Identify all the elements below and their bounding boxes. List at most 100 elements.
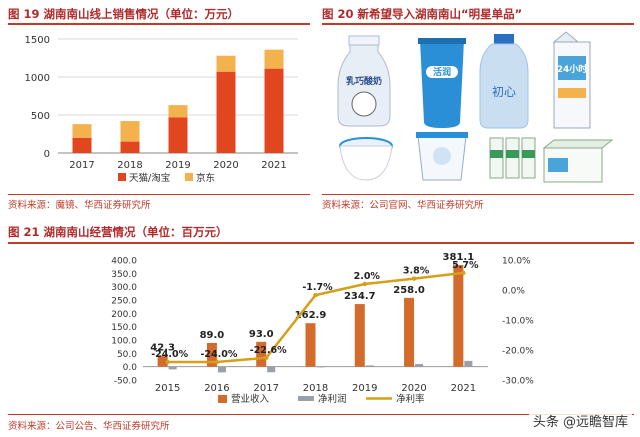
bottle-cap	[348, 35, 380, 46]
x-tick-label: 2020	[213, 160, 238, 171]
margin-label: 3.8%	[403, 266, 430, 277]
figure-19-bottom-rule	[8, 194, 310, 195]
right-tick-label: -20.0%	[502, 347, 534, 357]
online-sales-chart: 0 500 1000 1500 2017 2018 2019 2020 2021 天猫/淘宝 京东	[25, 35, 298, 184]
y-tick-label: 1000	[25, 73, 50, 84]
yogurt-bottle-cartoon-icon: 乳巧酸奶	[337, 35, 391, 127]
right-tick-label: 0.0%	[502, 287, 525, 297]
x-tick-label: 2018	[303, 383, 328, 394]
x-tick-label: 2017	[69, 160, 94, 171]
legend-swatch-net-profit	[298, 396, 314, 401]
bowl-yogurt-icon	[339, 137, 393, 181]
figure-19-source: 资料来源：魔镜、华西证券研究所	[8, 200, 151, 211]
margin-point	[214, 359, 220, 365]
product-gallery: 乳巧酸奶 活润初心 24小时	[322, 26, 634, 192]
margin-point	[264, 355, 269, 360]
product-label: 24小时	[557, 63, 588, 75]
bar-revenue	[404, 297, 415, 367]
legend-label: 营业收入	[231, 393, 270, 405]
bar-tmall	[120, 141, 140, 153]
bar-net-profit	[217, 366, 226, 373]
bar-revenue	[305, 323, 316, 367]
margin-point	[461, 270, 466, 276]
margin-label: 5.7%	[452, 260, 479, 271]
bar-tmall	[216, 71, 236, 153]
figure-19-top-rule	[8, 23, 310, 25]
left-tick-label: 400.0	[111, 257, 137, 267]
cup-body	[420, 40, 464, 128]
margin-label: -1.7%	[302, 282, 333, 293]
bar-net-profit	[365, 365, 374, 367]
x-tick-label: 2019	[352, 383, 377, 394]
right-tick-label: 10.0%	[502, 257, 531, 267]
revenue-label: 381.1	[443, 252, 475, 263]
figure-20-top-rule	[322, 23, 634, 25]
margin-label: 2.0%	[354, 271, 381, 282]
bar-tmall	[168, 117, 188, 153]
figure-21-top-rule	[8, 242, 634, 244]
figure-21-title: 图 21 湖南南山经营情况（单位：百万元）	[8, 225, 228, 239]
x-tick-label: 2018	[117, 160, 142, 171]
figure-20-bottom-rule	[322, 194, 634, 195]
left-tick-label: 300.0	[111, 283, 137, 293]
x-tick-label: 2015	[155, 383, 180, 394]
left-tick-label: 100.0	[111, 337, 137, 347]
bar-revenue	[453, 265, 464, 367]
legend-label: 净利率	[396, 393, 425, 405]
small-pack-band	[490, 150, 503, 158]
revenue-label: 162.9	[295, 310, 327, 321]
cup-huoxian-blue-icon: 活润	[418, 38, 466, 128]
left-tick-label: 50.0	[117, 350, 137, 360]
margin-label: -22.6%	[250, 345, 287, 356]
figure-20-title: 图 20 新希望导入湖南南山“明星单品”	[322, 7, 523, 21]
figure-21-bottom-rule	[8, 414, 634, 415]
bar-net-profit	[316, 366, 325, 368]
legend-label: 净利润	[318, 393, 347, 405]
cup-rim	[418, 38, 466, 44]
bar-revenue	[206, 342, 217, 367]
bar-jd	[72, 124, 92, 138]
bar-net-profit	[267, 366, 276, 373]
cup-emblem	[433, 147, 451, 165]
cartoon-face	[351, 91, 377, 117]
bottle-cap	[494, 34, 514, 44]
box-packs-icon	[489, 137, 614, 183]
bar-revenue	[256, 341, 267, 367]
product-label: 初心	[492, 85, 516, 99]
margin-label: -24.0%	[200, 349, 237, 360]
revenue-label: 89.0	[200, 330, 225, 341]
x-tick-label: 2020	[401, 383, 426, 394]
revenue-label: 93.0	[249, 329, 274, 340]
cup-yogurt-blue-icon	[416, 132, 468, 181]
legend-label: 天猫/淘宝	[129, 172, 170, 184]
y-tick-label: 1500	[25, 35, 50, 46]
bar-jd	[216, 55, 236, 72]
x-tick-label: 2021	[451, 383, 476, 394]
bottle-chuxin-icon: 初心	[479, 34, 529, 129]
operating-chart: -50.0 0.0 50.0 100.0 150.0 200.0 250.0 300.0 350…	[111, 252, 534, 405]
revenue-label: 234.7	[344, 291, 376, 302]
left-tick-label: 150.0	[111, 323, 137, 333]
margin-point	[362, 281, 367, 287]
carton-top	[552, 31, 580, 43]
bar-net-profit	[415, 364, 424, 367]
box-top	[542, 139, 614, 149]
x-tick-label: 2016	[204, 383, 229, 394]
bar-revenue	[354, 304, 365, 367]
margin-label: -24.0%	[151, 349, 188, 360]
x-tick-label: 2017	[253, 383, 278, 394]
right-tick-label: -30.0%	[502, 377, 534, 387]
bottle-body	[479, 43, 529, 129]
margin-point	[313, 292, 318, 298]
figure-20-source: 资料来源：公司官网、华西证券研究所	[322, 200, 484, 211]
left-tick-label: -50.0	[114, 377, 138, 387]
bar-jd	[264, 49, 284, 69]
legend-swatch-jd	[185, 173, 193, 181]
product-label: 活润	[433, 66, 451, 78]
x-tick-label: 2021	[261, 160, 286, 171]
y-tick-label: 0	[44, 149, 50, 160]
left-tick-label: 0.0	[123, 363, 138, 373]
legend-label: 京东	[196, 172, 215, 184]
small-pack-band	[522, 150, 535, 158]
